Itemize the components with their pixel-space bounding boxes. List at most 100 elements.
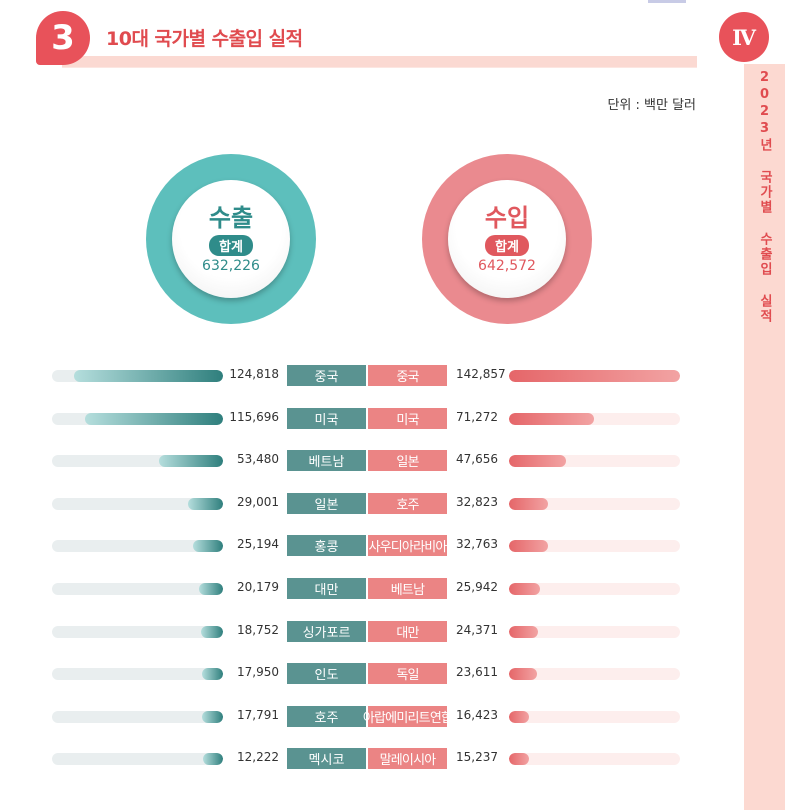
import-country: 호주 xyxy=(368,492,447,514)
export-value: 18,752 xyxy=(237,622,279,637)
country-row: 17,791 호주 아랍에미리트연합 16,423 xyxy=(0,705,745,728)
import-country: 사우디아라비아 xyxy=(368,535,447,557)
import-total-value: 642,572 xyxy=(478,258,536,274)
import-country: 중국 xyxy=(368,365,447,386)
import-bar-track xyxy=(509,710,680,723)
header-line xyxy=(62,67,697,68)
export-country: 미국 xyxy=(287,407,366,429)
export-value: 17,950 xyxy=(237,665,279,680)
export-bar-track xyxy=(52,625,223,638)
export-bar-track xyxy=(52,583,223,595)
export-bar xyxy=(158,455,223,468)
export-country: 멕시코 xyxy=(287,748,366,770)
export-circle-inner: 수출 합계 632,226 xyxy=(172,180,290,298)
export-country: 대만 xyxy=(287,578,366,599)
import-bar xyxy=(509,497,549,510)
export-value: 29,001 xyxy=(237,494,279,509)
export-value: 17,791 xyxy=(237,707,279,722)
export-bar-track xyxy=(52,455,223,468)
export-value: 12,222 xyxy=(237,750,279,765)
import-bar-track xyxy=(509,370,680,382)
import-country: 일본 xyxy=(368,450,447,472)
import-value: 71,272 xyxy=(456,409,498,424)
export-value: 115,696 xyxy=(229,409,279,424)
import-bar xyxy=(509,625,539,638)
import-bar xyxy=(509,370,680,382)
import-country: 아랍에미리트연합 xyxy=(363,705,453,727)
unit-label: 단위 : 백만 달러 xyxy=(607,98,696,113)
import-total-circle: 수입 합계 642,572 xyxy=(422,154,592,324)
export-country: 일본 xyxy=(287,492,366,514)
export-country: 호주 xyxy=(287,705,366,727)
header-bar xyxy=(62,56,697,68)
export-country: 싱가포르 xyxy=(287,620,366,642)
export-bar-track xyxy=(52,412,223,425)
export-bar-track xyxy=(52,753,223,766)
import-bar-track xyxy=(509,753,680,766)
import-bar-track xyxy=(509,497,680,510)
export-bar-track xyxy=(52,370,223,382)
import-value: 23,611 xyxy=(456,665,498,680)
import-bar xyxy=(509,540,549,553)
import-bar xyxy=(509,668,538,681)
import-country: 대만 xyxy=(368,620,447,642)
import-bar xyxy=(509,455,567,468)
import-bar xyxy=(509,583,541,595)
chapter-badge: Ⅳ xyxy=(719,12,769,62)
import-bar xyxy=(509,412,595,425)
import-value: 15,237 xyxy=(456,750,498,765)
import-bar xyxy=(509,753,529,766)
export-bar xyxy=(201,710,223,723)
export-title: 수출 xyxy=(208,204,254,232)
section-number-badge: 3 xyxy=(36,11,90,65)
export-value: 53,480 xyxy=(237,452,279,467)
export-value: 20,179 xyxy=(237,580,279,594)
country-row: 20,179 대만 베트남 25,942 xyxy=(0,578,745,600)
side-title: 2023년 국가별 수출입 실적 xyxy=(757,70,772,324)
export-bar xyxy=(73,370,223,382)
import-bar xyxy=(509,710,529,723)
side-tab xyxy=(744,64,785,810)
country-row: 17,950 인도 독일 23,611 xyxy=(0,663,745,685)
export-bar-track xyxy=(52,497,223,510)
export-total-value: 632,226 xyxy=(202,258,260,274)
export-bar-track xyxy=(52,540,223,553)
import-value: 24,371 xyxy=(456,622,498,637)
country-row: 18,752 싱가포르 대만 24,371 xyxy=(0,620,745,643)
country-row: 115,696 미국 미국 71,272 xyxy=(0,407,745,430)
country-row: 12,222 멕시코 말레이시아 15,237 xyxy=(0,748,745,770)
export-total-circle: 수출 합계 632,226 xyxy=(146,154,316,324)
export-bar-track xyxy=(52,668,223,681)
import-country: 독일 xyxy=(368,663,447,685)
export-country: 베트남 xyxy=(287,450,366,472)
export-total-badge: 합계 xyxy=(209,235,253,256)
import-country: 말레이시아 xyxy=(368,748,447,770)
import-country: 미국 xyxy=(368,407,447,429)
export-value: 124,818 xyxy=(229,367,279,381)
import-total-badge: 합계 xyxy=(485,235,529,256)
import-bar-track xyxy=(509,583,680,595)
section-title: 10대 국가별 수출입 실적 xyxy=(106,28,303,50)
import-value: 32,823 xyxy=(456,494,498,509)
export-country: 인도 xyxy=(287,663,366,685)
country-row: 29,001 일본 호주 32,823 xyxy=(0,492,745,515)
export-bar xyxy=(198,583,223,595)
export-bar xyxy=(192,540,223,553)
export-bar-track xyxy=(52,710,223,723)
export-bar xyxy=(84,412,223,425)
export-bar xyxy=(188,497,223,510)
country-row: 124,818 중국 중국 142,857 xyxy=(0,365,745,387)
import-bar-track xyxy=(509,668,680,681)
import-country: 베트남 xyxy=(368,578,447,599)
import-value: 32,763 xyxy=(456,537,498,552)
import-value: 142,857 xyxy=(456,367,506,381)
export-bar xyxy=(203,753,223,766)
import-title: 수입 xyxy=(484,204,530,232)
country-row: 25,194 홍콩 사우디아라비아 32,763 xyxy=(0,535,745,557)
top-mark xyxy=(648,0,686,3)
country-row: 53,480 베트남 일본 47,656 xyxy=(0,450,745,472)
export-bar xyxy=(200,625,223,638)
import-bar-track xyxy=(509,540,680,553)
import-bar-track xyxy=(509,625,680,638)
import-value: 47,656 xyxy=(456,452,498,467)
